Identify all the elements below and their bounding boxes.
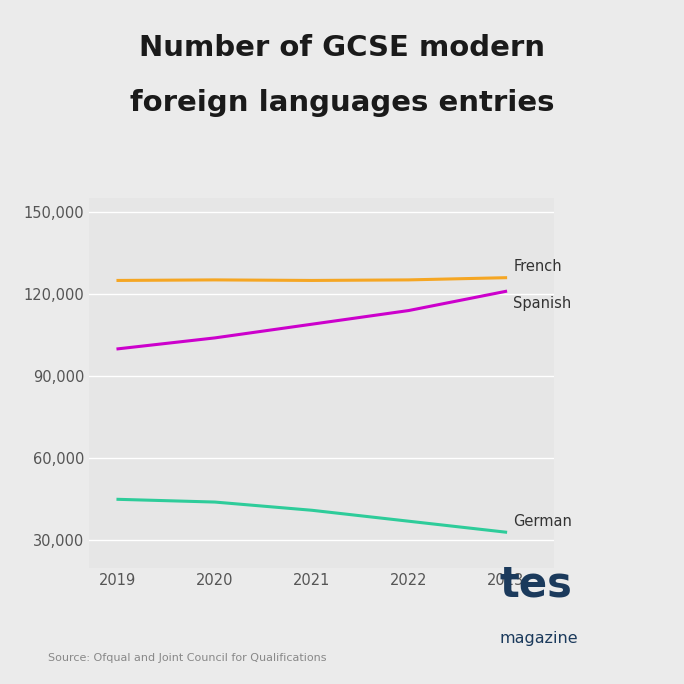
- Text: foreign languages entries: foreign languages entries: [130, 89, 554, 117]
- Text: magazine: magazine: [499, 631, 578, 646]
- Text: German: German: [514, 514, 573, 529]
- Text: Number of GCSE modern: Number of GCSE modern: [139, 34, 545, 62]
- Text: Spanish: Spanish: [514, 296, 572, 311]
- Text: French: French: [514, 259, 562, 274]
- Text: Source: Ofqual and Joint Council for Qualifications: Source: Ofqual and Joint Council for Qua…: [48, 653, 326, 663]
- Text: tes: tes: [499, 564, 573, 605]
